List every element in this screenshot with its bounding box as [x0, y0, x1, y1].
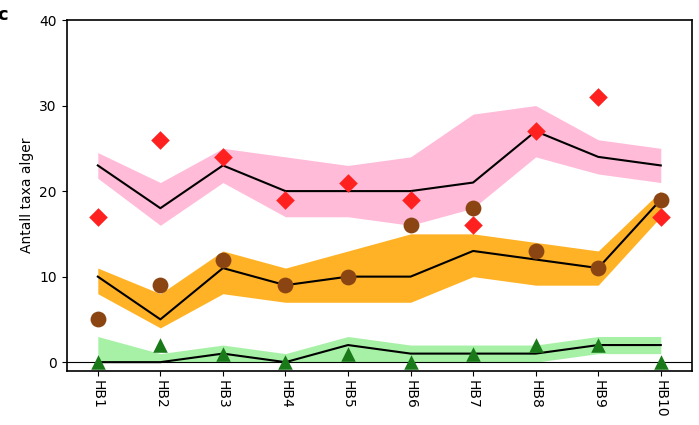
- Point: [280, 196, 291, 203]
- Point: [92, 316, 103, 323]
- Point: [468, 205, 479, 212]
- Point: [655, 196, 666, 203]
- Point: [468, 222, 479, 229]
- Point: [405, 196, 416, 203]
- Point: [655, 213, 666, 220]
- Point: [154, 342, 166, 348]
- Point: [343, 179, 354, 186]
- Point: [530, 128, 541, 135]
- Point: [217, 256, 229, 263]
- Point: [593, 265, 604, 272]
- Text: c: c: [0, 6, 8, 24]
- Point: [280, 359, 291, 366]
- Point: [217, 153, 229, 160]
- Point: [655, 359, 666, 366]
- Point: [530, 248, 541, 255]
- Point: [405, 222, 416, 229]
- Point: [217, 350, 229, 357]
- Point: [530, 342, 541, 348]
- Point: [154, 136, 166, 143]
- Point: [92, 359, 103, 366]
- Y-axis label: Antall taxa alger: Antall taxa alger: [20, 138, 34, 253]
- Point: [343, 273, 354, 280]
- Point: [154, 282, 166, 289]
- Point: [280, 282, 291, 289]
- Point: [343, 350, 354, 357]
- Point: [405, 359, 416, 366]
- Point: [593, 94, 604, 100]
- Point: [593, 342, 604, 348]
- Point: [468, 350, 479, 357]
- Point: [92, 213, 103, 220]
